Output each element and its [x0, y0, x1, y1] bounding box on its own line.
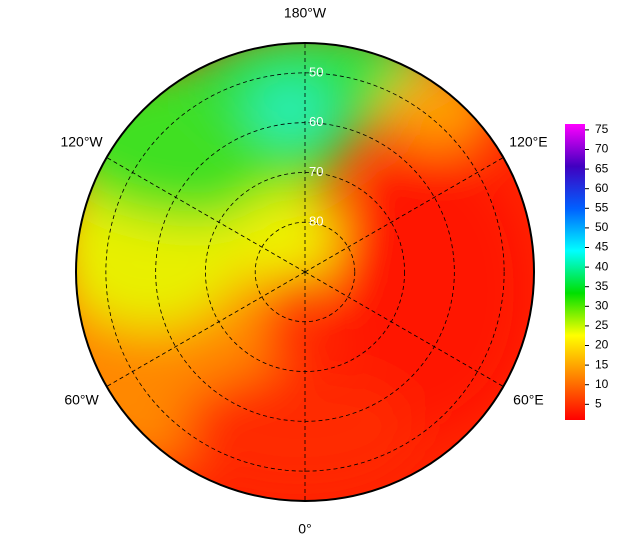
field: [76, 43, 534, 501]
latitude-label: 50: [309, 64, 323, 79]
colorbar-tick-label: 30: [595, 298, 609, 312]
colorbar-tick-label: 70: [595, 142, 609, 156]
colorbar: [565, 124, 585, 420]
colorbar-tick-label: 15: [595, 357, 609, 371]
longitude-label: 60°E: [513, 392, 544, 408]
longitude-label: 60°W: [64, 392, 99, 408]
map-border: [75, 42, 535, 502]
colorbar-tick-label: 60: [595, 181, 609, 195]
meridian: [304, 271, 504, 387]
latitude-label: 60: [309, 114, 323, 129]
colorbar-tick-label: 35: [595, 279, 609, 293]
colorbar-tick-label: 75: [595, 122, 609, 136]
colorbar-tick-label: 45: [595, 240, 609, 254]
colorbar-tick-label: 25: [595, 318, 609, 332]
meridian: [304, 157, 504, 273]
colorbar-tick-label: 20: [595, 338, 609, 352]
latitude-label: 70: [309, 164, 323, 179]
colorbar-tick-label: 40: [595, 259, 609, 273]
longitude-label: 120°E: [509, 134, 547, 150]
colorbar-tick-label: 55: [595, 200, 609, 214]
longitude-label: 180°W: [284, 5, 327, 21]
colorbar-tick-label: 50: [595, 220, 609, 234]
longitude-label: 120°W: [60, 134, 103, 150]
graticule: [105, 43, 505, 501]
colorbar-tick-label: 5: [595, 396, 602, 410]
meridian: [106, 271, 306, 387]
colorbar-tick-label: 65: [595, 161, 609, 175]
colorbar-tick-label: 10: [595, 377, 609, 391]
longitude-label: 0°: [298, 521, 311, 537]
latitude-label: 80: [309, 214, 323, 229]
meridian: [106, 157, 306, 273]
